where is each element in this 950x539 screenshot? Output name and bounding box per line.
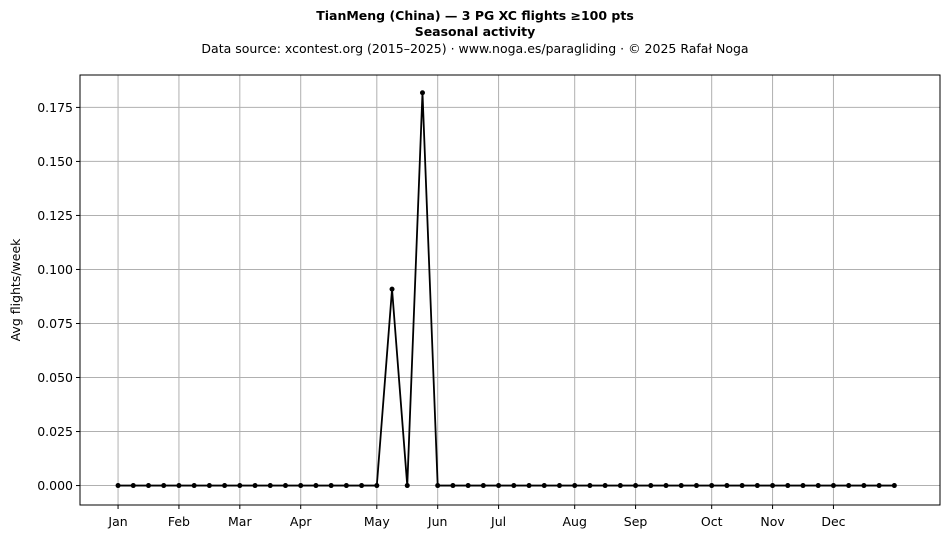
data-point xyxy=(419,90,425,96)
data-point xyxy=(678,483,684,489)
data-point xyxy=(191,483,197,489)
series-line-layer xyxy=(118,91,895,487)
y-tick-label: 0.100 xyxy=(37,262,73,277)
data-point xyxy=(648,483,654,489)
chart-subtitle: Seasonal activity xyxy=(414,24,536,39)
y-tick-label: 0.150 xyxy=(37,154,73,169)
data-point xyxy=(846,483,852,489)
data-point xyxy=(359,483,365,489)
data-point xyxy=(450,483,456,489)
data-point xyxy=(222,483,228,489)
data-point xyxy=(115,483,121,489)
data-point xyxy=(663,483,669,489)
data-point xyxy=(633,483,639,489)
y-tick-label: 0.125 xyxy=(37,208,73,223)
x-tick-label: Mar xyxy=(228,514,252,529)
x-tick-label: Nov xyxy=(760,514,785,529)
data-point xyxy=(754,483,760,489)
chart-source: Data source: xcontest.org (2015–2025) · … xyxy=(201,41,749,56)
data-point xyxy=(815,483,821,489)
data-point xyxy=(404,483,410,489)
series-points xyxy=(115,90,897,489)
data-point xyxy=(785,483,791,489)
y-axis-label: Avg flights/week xyxy=(8,238,23,342)
x-tick-label: Jul xyxy=(490,514,506,529)
x-tick-label: Jun xyxy=(427,514,448,529)
data-point xyxy=(298,483,304,489)
x-tick-label: Apr xyxy=(290,514,312,529)
data-point xyxy=(328,483,334,489)
data-point xyxy=(709,483,715,489)
data-point xyxy=(739,483,745,489)
data-point xyxy=(830,483,836,489)
data-point xyxy=(161,483,167,489)
data-point xyxy=(526,483,532,489)
data-point xyxy=(282,483,288,489)
x-tick-label: Oct xyxy=(701,514,723,529)
data-point xyxy=(891,483,897,489)
data-point xyxy=(389,286,395,292)
data-point xyxy=(145,483,151,489)
y-tick-label: 0.075 xyxy=(37,316,73,331)
grid xyxy=(80,75,940,505)
x-tick-label: Dec xyxy=(821,514,845,529)
plot-frame xyxy=(79,74,941,506)
data-point xyxy=(602,483,608,489)
x-tick-label: Aug xyxy=(562,514,586,529)
y-tick-label: 0.175 xyxy=(37,100,73,115)
data-point xyxy=(237,483,243,489)
data-point xyxy=(176,483,182,489)
data-point xyxy=(861,483,867,489)
data-point xyxy=(511,483,517,489)
data-point xyxy=(541,483,547,489)
data-point xyxy=(130,483,136,489)
title-block: TianMeng (China) — 3 PG XC flights ≥100 … xyxy=(0,8,950,58)
y-tick-label: 0.050 xyxy=(37,370,73,385)
data-point xyxy=(343,483,349,489)
data-point xyxy=(496,483,502,489)
data-point xyxy=(374,483,380,489)
y-tick-label: 0.000 xyxy=(37,478,73,493)
x-tick-label: Sep xyxy=(624,514,648,529)
data-point xyxy=(693,483,699,489)
x-tick-label: Feb xyxy=(168,514,190,529)
data-point xyxy=(267,483,273,489)
data-point xyxy=(556,483,562,489)
data-point xyxy=(465,483,471,489)
chart-title: TianMeng (China) — 3 PG XC flights ≥100 … xyxy=(316,8,634,23)
data-point xyxy=(724,483,730,489)
data-point xyxy=(206,483,212,489)
x-tick-label: May xyxy=(364,514,390,529)
y-tick-label: 0.025 xyxy=(37,424,73,439)
series-line xyxy=(118,91,895,487)
data-point xyxy=(617,483,623,489)
data-point xyxy=(252,483,258,489)
data-point xyxy=(480,483,486,489)
data-point xyxy=(435,483,441,489)
data-point xyxy=(313,483,319,489)
data-point xyxy=(800,483,806,489)
x-axis: Jan Feb Mar Apr May Jun Jul Aug Sep Oct Nov Dec xyxy=(107,505,846,529)
data-point xyxy=(572,483,578,489)
data-point xyxy=(770,483,776,489)
data-point xyxy=(876,483,882,489)
y-axis: 0.000 0.025 0.050 0.075 0.100 0.125 0.150 0.175 xyxy=(37,100,80,493)
x-tick-label: Jan xyxy=(107,514,127,529)
data-point xyxy=(587,483,593,489)
